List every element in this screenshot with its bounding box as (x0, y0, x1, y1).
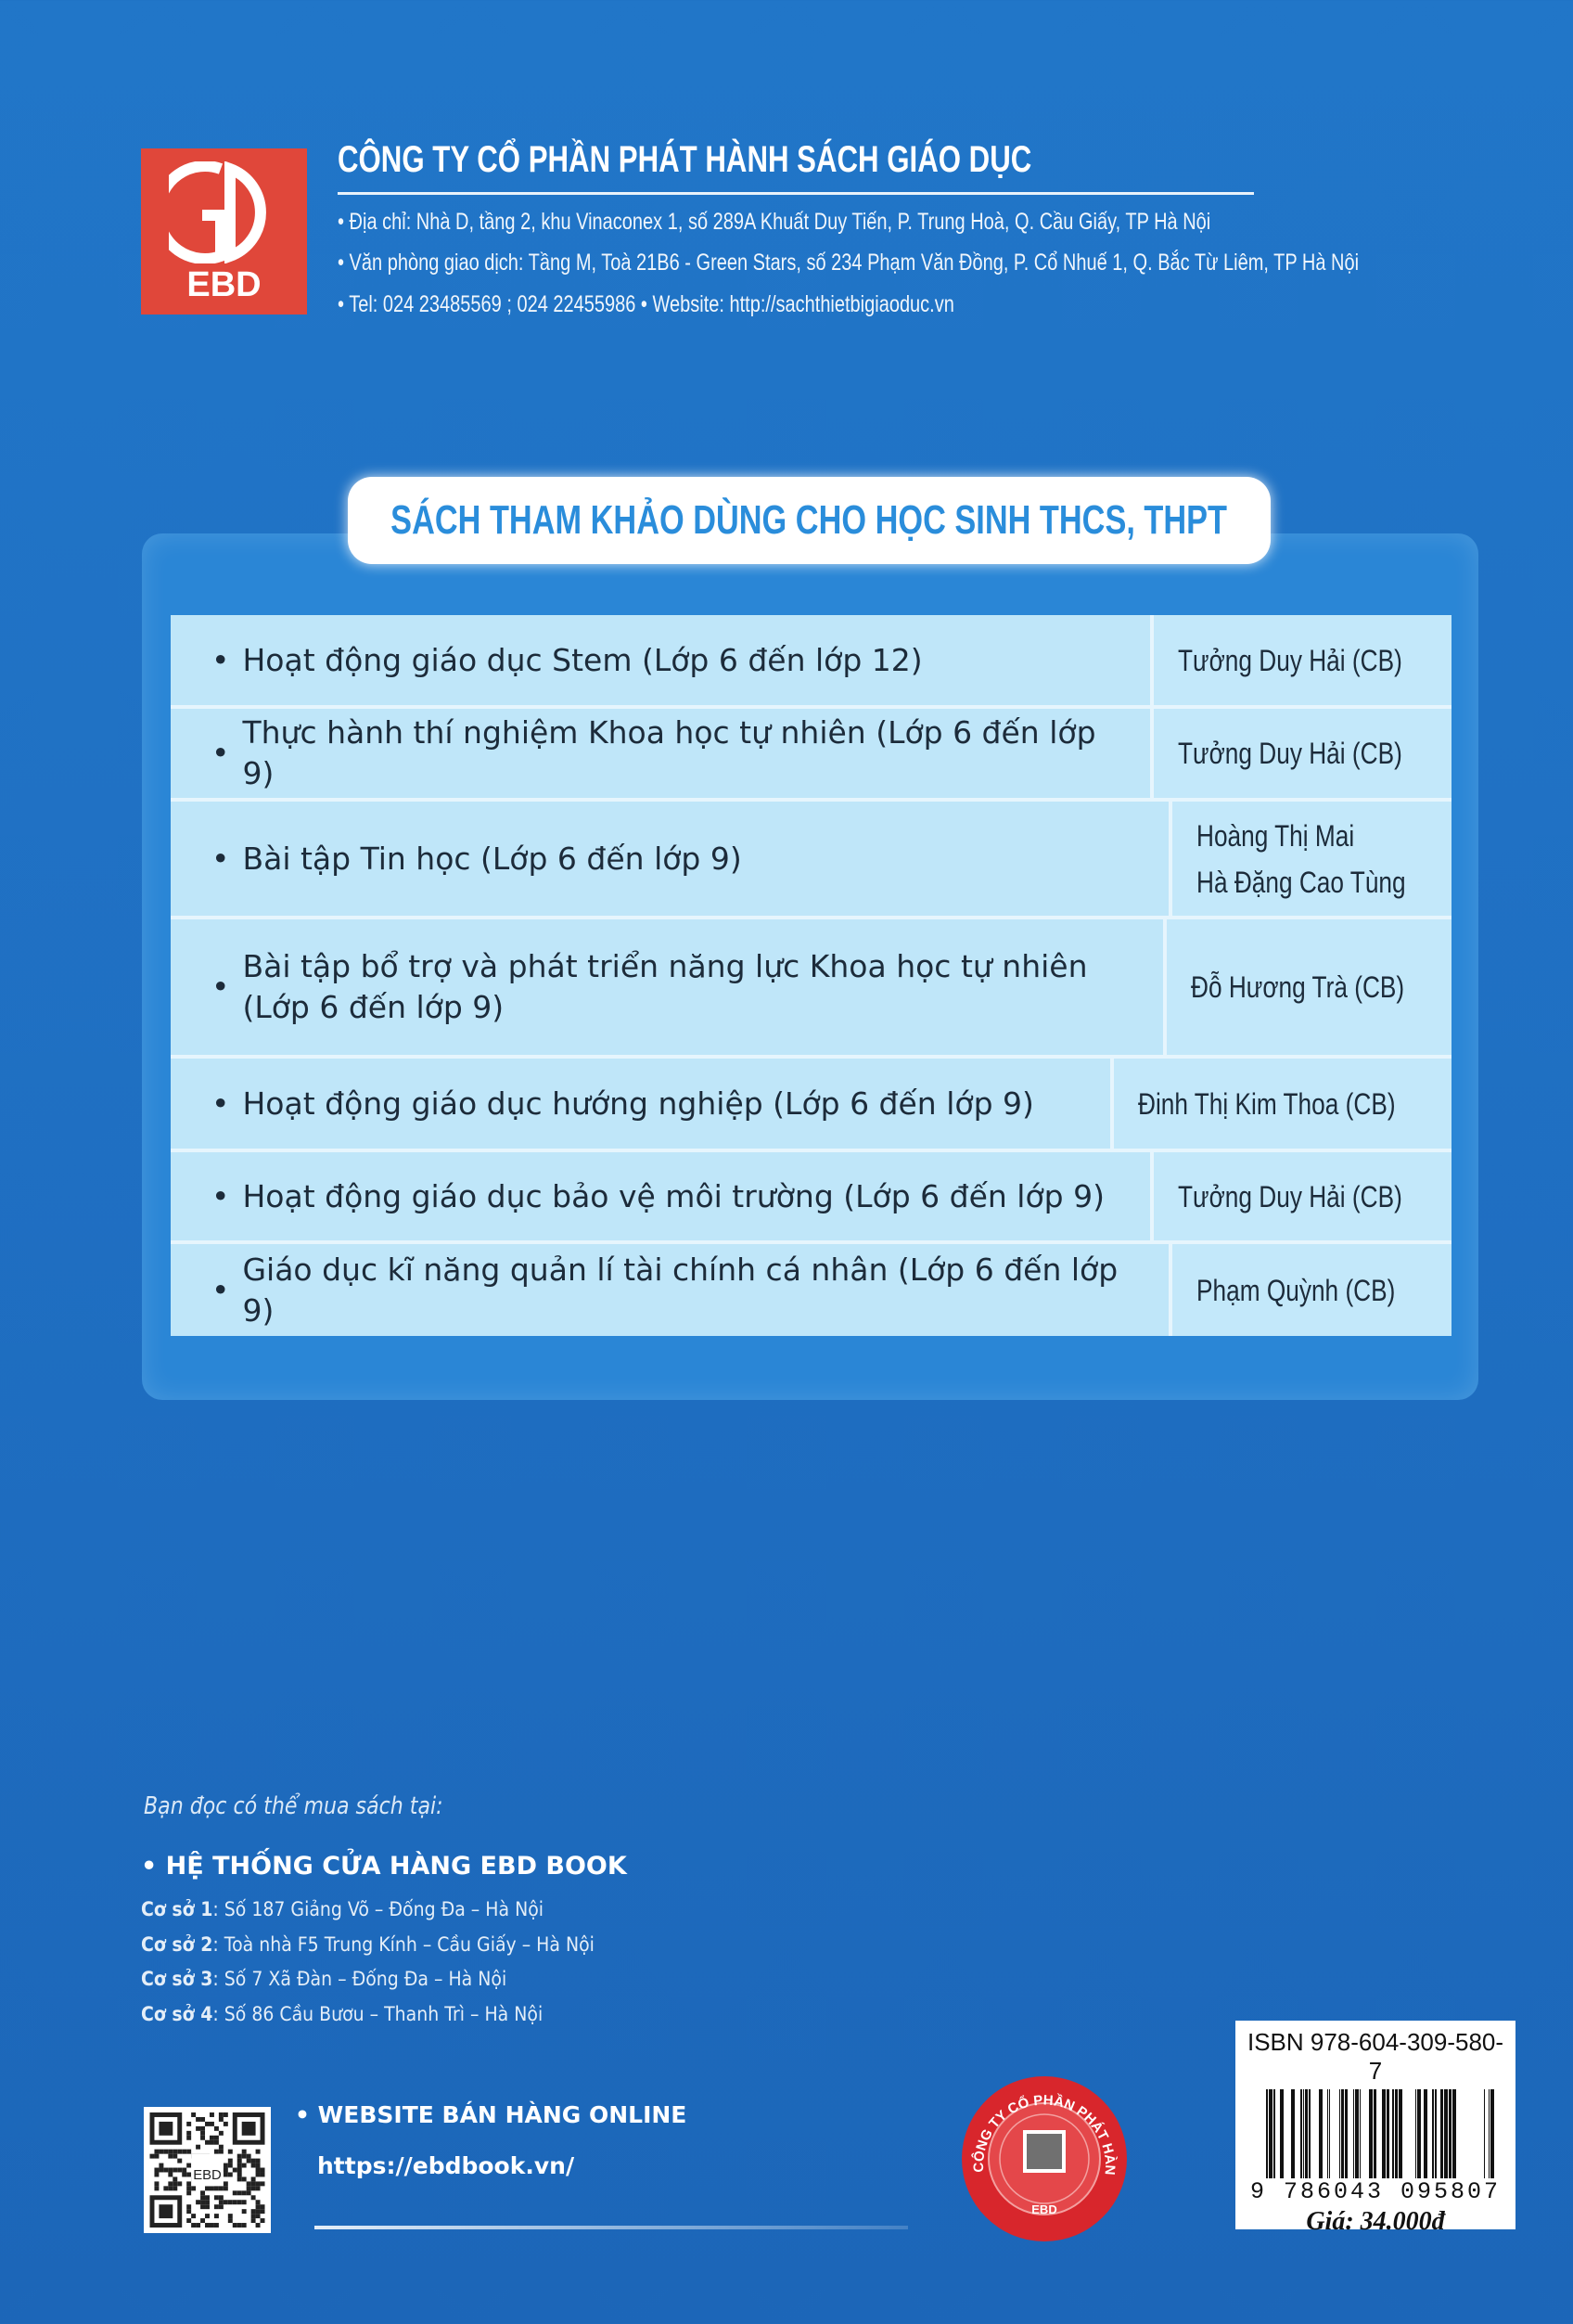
stores-heading: • HỆ THỐNG CỬA HÀNG EBD BOOK (141, 1852, 627, 1881)
book-author: Đinh Thị Kim Thoa (CB) (1137, 1086, 1396, 1121)
qr-code-icon: EBD (149, 2112, 265, 2228)
bullet: • (211, 1085, 230, 1122)
bullet: • (211, 840, 230, 877)
store-address: Cơ sở 1: Số 187 Giảng Võ – Đống Đa – Hà … (141, 1898, 544, 1920)
book-title: Hoạt động giáo dục Stem (Lớp 6 đến lớp 1… (242, 641, 923, 678)
book-authors-cell: Tưởng Duy Hải (CB) (1154, 709, 1452, 798)
book-table: • Hoạt động giáo dục Stem (Lớp 6 đến lớp … (171, 615, 1452, 1336)
book-title-cell: • Hoạt động giáo dục Stem (Lớp 6 đến lớp … (171, 615, 1155, 705)
logo-text: EBD (186, 265, 262, 304)
purchase-intro: Bạn đọc có thể mua sách tại: (144, 1792, 443, 1820)
seal-icon: CÔNG TY CỔ PHẦN PHÁT HÀNH SÁCH GIÁO DỤC … (954, 2062, 1127, 2241)
publisher-address: • Địa chỉ: Nhà D, tầng 2, khu Vinaconex … (338, 209, 1211, 235)
store-address: Cơ sở 4: Số 86 Cầu Bươu – Thanh Trì – Hà… (141, 2003, 544, 2025)
book-title-cell: • Thực hành thí nghiệm Khoa học tự nhiên … (171, 709, 1155, 798)
book-author: Tưởng Duy Hải (CB) (1178, 1179, 1402, 1213)
book-title: Hoạt động giáo dục bảo vệ môi trường (Lớ… (242, 1177, 1105, 1214)
bullet: • (211, 1271, 230, 1308)
company-seal: CÔNG TY CỔ PHẦN PHÁT HÀNH SÁCH GIÁO DỤC … (954, 2062, 1129, 2247)
bullet: • (211, 641, 230, 678)
store-address: Cơ sở 2: Toà nhà F5 Trung Kính – Cầu Giấ… (141, 1933, 595, 1956)
book-title-cell: • Hoạt động giáo dục hướng nghiệp (Lớp 6 … (171, 1059, 1114, 1149)
divider (314, 2226, 908, 2229)
book-author: Đỗ Hương Trà (CB) (1191, 970, 1405, 1004)
gd-logo-icon (168, 161, 266, 263)
book-authors-cell: Tưởng Duy Hải (CB) (1154, 615, 1452, 705)
online-heading: • WEBSITE BÁN HÀNG ONLINE (295, 2101, 687, 2128)
series-title: SÁCH THAM KHẢO DÙNG CHO HỌC SINH THCS, T… (348, 477, 1271, 564)
book-title: Thực hành thí nghiệm Khoa học tự nhiên (… (242, 714, 1096, 791)
svg-text:EBD: EBD (193, 2168, 222, 2183)
barcode-icon (1266, 2089, 1494, 2178)
book-row: • Hoạt động giáo dục bảo vệ môi trường (L… (171, 1152, 1452, 1244)
book-author: Phạm Quỳnh (CB) (1196, 1273, 1396, 1307)
book-title: Giáo dục kĩ năng quản lí tài chính cá nh… (242, 1251, 1119, 1329)
qr-code[interactable]: EBD (144, 2107, 271, 2233)
book-authors-cell: Đỗ Hương Trà (CB) (1167, 919, 1452, 1055)
book-title: Bài tập Tin học (Lớp 6 đến lớp 9) (242, 840, 742, 877)
book-row: • Bài tập bổ trợ và phát triển năng lực K… (171, 919, 1452, 1059)
publisher-office: • Văn phòng giao dịch: Tầng M, Toà 21B6 … (338, 250, 1360, 276)
book-title-cell: • Bài tập bổ trợ và phát triển năng lực K… (171, 919, 1168, 1055)
book-title-cell: • Giáo dục kĩ năng quản lí tài chính cá n… (171, 1244, 1172, 1336)
book-author: Hà Đặng Cao Tùng (1196, 865, 1406, 899)
book-row: • Hoạt động giáo dục hướng nghiệp (Lớp 6 … (171, 1059, 1452, 1152)
divider (338, 192, 1254, 195)
book-row: • Hoạt động giáo dục Stem (Lớp 6 đến lớp … (171, 615, 1452, 709)
isbn-label: ISBN 978-604-309-580-7 9 786043 095807 G… (1235, 2021, 1515, 2236)
store-address: Cơ sở 3: Số 7 Xã Đàn – Đống Đa – Hà Nội (141, 1968, 507, 1990)
book-author: Tưởng Duy Hải (CB) (1178, 643, 1402, 677)
online-store-link[interactable]: https://ebdbook.vn/ (317, 2152, 575, 2179)
book-row: • Giáo dục kĩ năng quản lí tài chính cá n… (171, 1244, 1452, 1336)
isbn-number: ISBN 978-604-309-580-7 (1247, 2028, 1504, 2085)
book-authors-cell: Đinh Thị Kim Thoa (CB) (1113, 1059, 1452, 1149)
book-title-cell: • Bài tập Tin học (Lớp 6 đến lớp 9) (171, 802, 1172, 916)
book-author: Hoàng Thị Mai (1196, 818, 1355, 853)
bullet: • (211, 1177, 230, 1214)
book-authors-cell: Phạm Quỳnh (CB) (1172, 1244, 1452, 1336)
publisher-name: CÔNG TY CỔ PHẦN PHÁT HÀNH SÁCH GIÁO DỤC (338, 139, 1032, 180)
book-title: Bài tập bổ trợ và phát triển năng lực Kh… (242, 948, 1088, 1025)
price: Giá: 34.000đ (1306, 2207, 1445, 2236)
publisher-logo: EBD (141, 148, 307, 315)
book-authors-cell: Tưởng Duy Hải (CB) (1154, 1152, 1452, 1240)
book-authors-cell: Hoàng Thị Mai Hà Đặng Cao Tùng (1171, 802, 1452, 916)
book-row: • Bài tập Tin học (Lớp 6 đến lớp 9) Hoàng … (171, 802, 1452, 919)
book-author: Tưởng Duy Hải (CB) (1178, 737, 1402, 770)
book-title-cell: • Hoạt động giáo dục bảo vệ môi trường (L… (171, 1152, 1155, 1240)
bullet: • (211, 969, 230, 1005)
book-row: • Thực hành thí nghiệm Khoa học tự nhiên … (171, 709, 1452, 802)
book-title: Hoạt động giáo dục hướng nghiệp (Lớp 6 đ… (242, 1085, 1034, 1122)
bullet: • (211, 735, 230, 771)
barcode-number: 9 786043 095807 (1249, 2178, 1502, 2205)
publisher-contact: • Tel: 024 23485569 ; 024 22455986 • Web… (338, 291, 954, 317)
svg-text:EBD: EBD (1031, 2202, 1056, 2216)
